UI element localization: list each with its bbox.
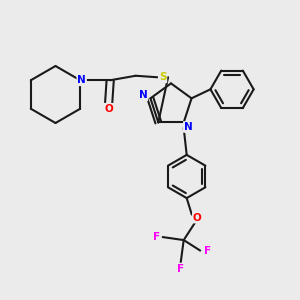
Text: N: N xyxy=(139,90,147,100)
Text: F: F xyxy=(177,264,184,274)
Text: N: N xyxy=(77,75,86,85)
Text: O: O xyxy=(104,104,113,114)
Text: F: F xyxy=(204,246,211,256)
Text: S: S xyxy=(159,72,166,82)
Text: N: N xyxy=(184,122,193,132)
Text: O: O xyxy=(193,213,202,223)
Text: F: F xyxy=(153,232,160,242)
